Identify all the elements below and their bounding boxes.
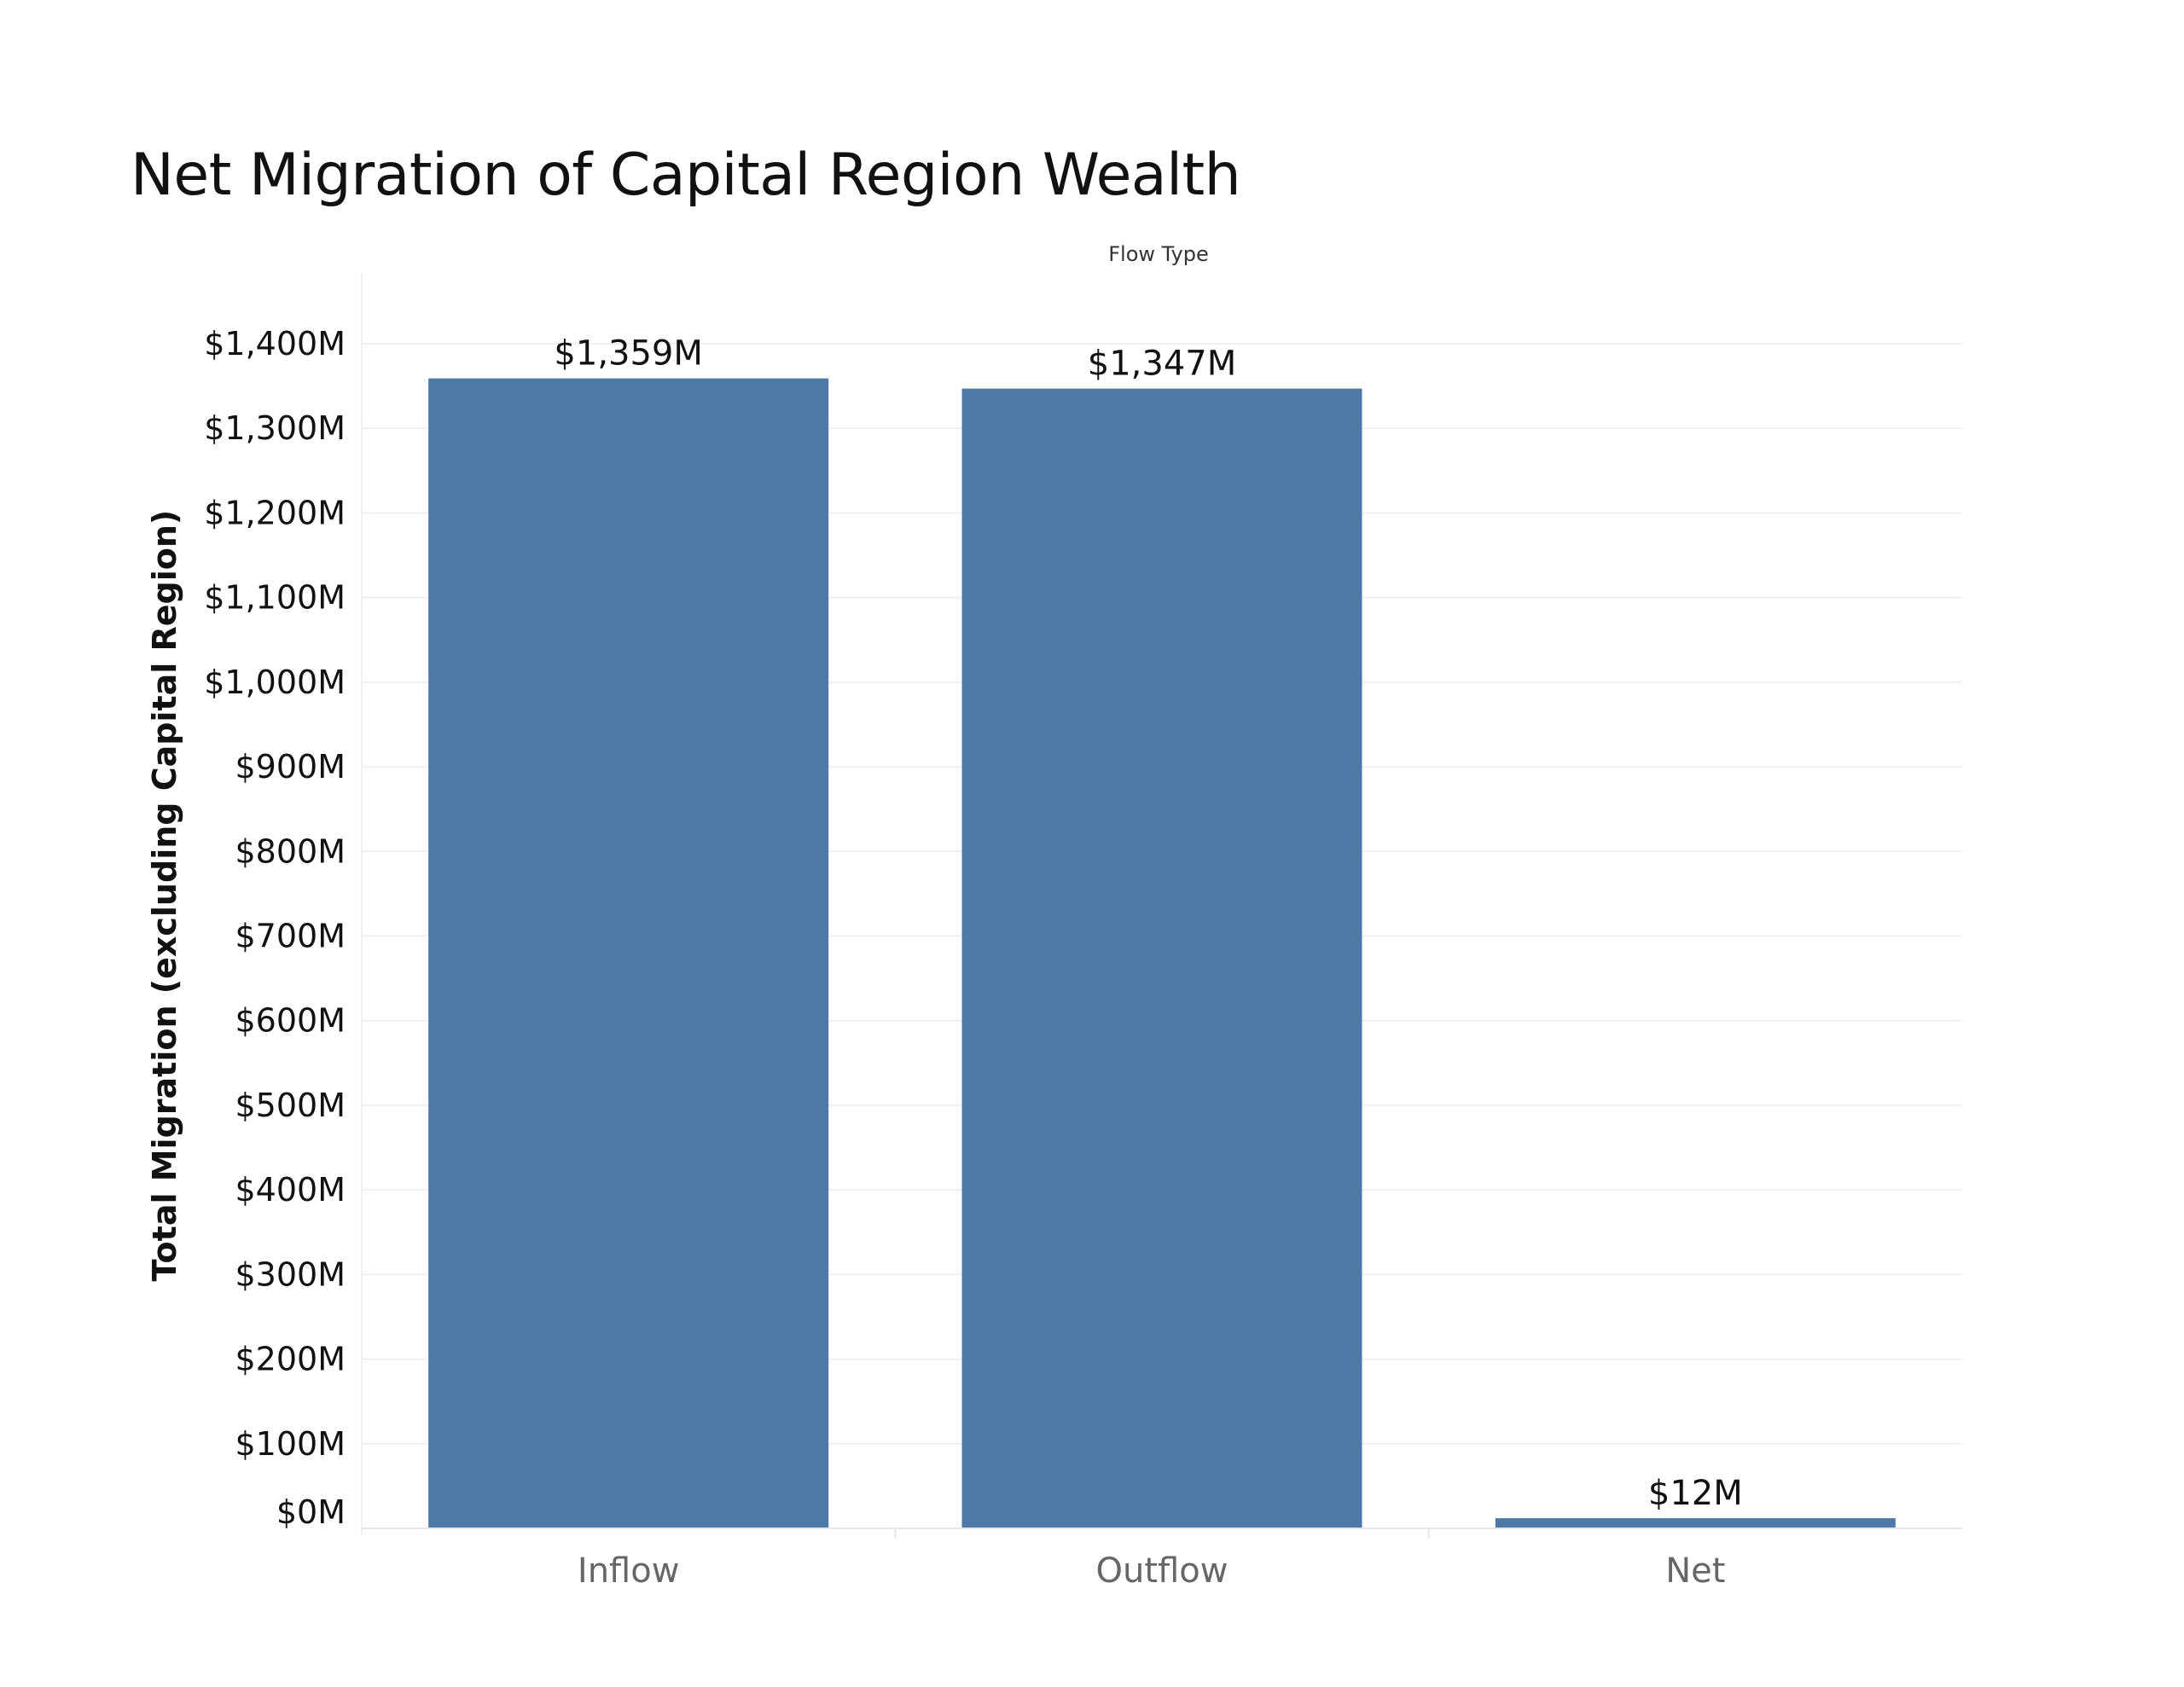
column-header: Flow Type (1108, 242, 1209, 266)
y-axis-title: Total Migration (excluding Capital Regio… (146, 510, 183, 1282)
x-axis: Inflow Outflow Net (362, 1528, 1962, 1591)
x-category-label: Net (1665, 1551, 1725, 1591)
y-tick-label: $1,200M (204, 494, 346, 531)
y-tick-label: $300M (235, 1255, 346, 1293)
y-tick-label: $800M (235, 832, 346, 870)
x-category-label: Inflow (578, 1551, 680, 1591)
y-tick-label: $200M (235, 1341, 346, 1378)
bars (428, 378, 1896, 1529)
data-label: $12M (1648, 1474, 1743, 1513)
y-tick-label: $600M (235, 1002, 346, 1040)
y-tick-label: $1,000M (204, 664, 346, 701)
y-tick-label: $700M (235, 918, 346, 955)
data-labels: $1,359M $1,347M $12M (554, 334, 1742, 1513)
y-tick-label: $500M (235, 1087, 346, 1124)
y-tick-label: $1,100M (204, 579, 346, 617)
y-tick-label: $0M (276, 1493, 346, 1531)
y-tick-label: $400M (235, 1171, 346, 1209)
data-label: $1,347M (1088, 345, 1236, 384)
chart-title: Net Migration of Capital Region Wealth (131, 142, 1241, 209)
x-category-label: Outflow (1096, 1551, 1228, 1591)
y-tick-label: $900M (235, 748, 346, 786)
y-axis: $0M $100M $200M $300M $400M $500M $600M $700M $8… (204, 273, 363, 1535)
y-tick-label: $1,400M (204, 325, 346, 362)
bar-inflow (428, 378, 829, 1528)
bar-net (1495, 1518, 1896, 1528)
y-tick-label: $1,300M (204, 409, 346, 447)
data-label: $1,359M (554, 334, 702, 374)
y-tick-label: $100M (235, 1425, 346, 1463)
bar-outflow (961, 388, 1362, 1529)
